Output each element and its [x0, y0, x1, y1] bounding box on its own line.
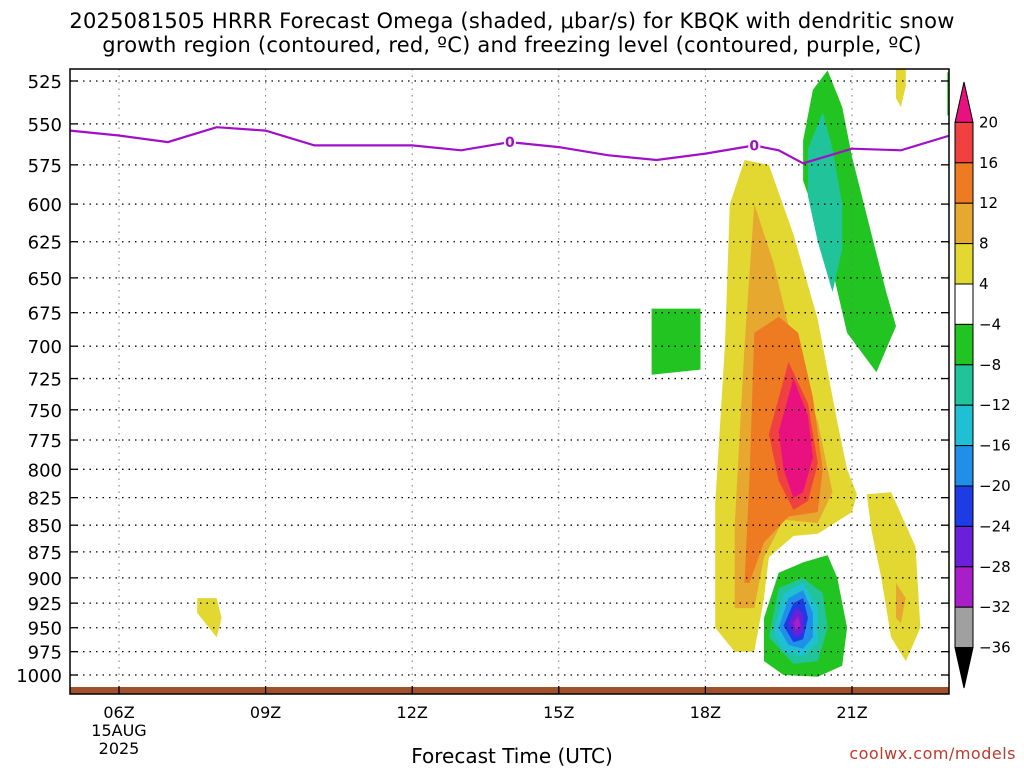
y-tick-label: 625	[28, 233, 62, 254]
colorbar-label: 16	[979, 154, 998, 172]
y-tick-label: 600	[28, 195, 62, 216]
colorbar-label: 8	[979, 235, 989, 253]
y-tick-label: 725	[28, 370, 62, 391]
y-tick-label: 550	[28, 115, 62, 136]
x-axis-label: Forecast Time (UTC)	[411, 744, 613, 768]
colorbar-label: 12	[979, 194, 998, 212]
site-watermark: coolwx.com/models	[849, 744, 1016, 763]
freezing-level-label: 0	[749, 138, 759, 154]
colorbar-swatch	[954, 404, 974, 447]
colorbar-label: 4	[979, 275, 989, 293]
colorbar-swatch	[954, 121, 974, 164]
omega-region-upward-8-east	[896, 583, 906, 623]
y-tick-label: 975	[28, 643, 62, 664]
colorbar-label: −8	[979, 356, 1001, 374]
colorbar-label: −20	[979, 477, 1011, 495]
colorbar-swatch	[954, 485, 974, 527]
x-tick-label: 12Z	[397, 703, 428, 722]
chart-title-line-1: 2025081505 HRRR Forecast Omega (shaded, …	[69, 9, 955, 33]
colorbar-label: −16	[979, 437, 1011, 455]
omega-region-downward-28-lower	[793, 616, 801, 631]
colorbar-top-triangle	[954, 81, 974, 123]
y-tick-label: 575	[28, 156, 62, 177]
y-tick-label: 750	[28, 401, 62, 422]
colorbar-swatch	[954, 525, 974, 568]
freezing-label-bg	[503, 134, 516, 151]
x-tick-label: 15Z	[543, 703, 574, 722]
y-tick-label: 950	[28, 619, 62, 640]
y-tick-label: 900	[28, 569, 62, 590]
colorbar-bottom-triangle	[954, 647, 974, 689]
colorbar-label: −12	[979, 396, 1011, 414]
x-tick-label: 18Z	[690, 703, 721, 722]
y-tick-label: 875	[28, 543, 62, 564]
chart-title-line-2: growth region (contoured, red, ºC) and f…	[102, 33, 922, 57]
y-tick-label: 775	[28, 431, 62, 452]
colorbar-swatch	[954, 566, 974, 608]
y-tick-label: 525	[28, 72, 62, 93]
x-tick-date: 15AUG	[91, 721, 146, 740]
omega-region-downward-8-upper	[808, 112, 843, 292]
colorbar-swatch	[954, 364, 974, 406]
y-tick-label: 800	[28, 460, 62, 481]
colorbar-swatch	[954, 606, 974, 649]
colorbar-swatch	[954, 202, 974, 245]
colorbar-label: −4	[979, 315, 1001, 333]
x-tick-label: 09Z	[250, 703, 281, 722]
omega-region-downward-4-box	[651, 308, 701, 375]
omega-region-upward-4-low	[197, 598, 222, 638]
y-tick-label: 850	[28, 516, 62, 537]
y-tick-label: 700	[28, 337, 62, 358]
colorbar-swatch	[954, 162, 974, 204]
colorbar-label: 20	[979, 113, 998, 131]
x-tick-year: 2025	[99, 739, 140, 758]
y-tick-label: 925	[28, 594, 62, 615]
colorbar-label: −24	[979, 517, 1011, 535]
colorbar-label: −28	[979, 558, 1011, 576]
y-tick-label: 825	[28, 489, 62, 510]
ground-strip	[70, 687, 949, 694]
colorbar-label: −36	[979, 639, 1011, 657]
colorbar-swatch	[954, 243, 974, 285]
plot-frame	[69, 68, 950, 695]
x-tick-label: 21Z	[836, 703, 867, 722]
x-tick-label: 06Z	[103, 703, 134, 722]
y-tick-label: 1000	[16, 666, 62, 687]
omega-region-upward-4-east	[866, 492, 921, 662]
omega-region-upward-20	[778, 378, 813, 498]
freezing-label-bg	[748, 137, 761, 154]
y-tick-label: 650	[28, 269, 62, 290]
y-tick-label: 675	[28, 304, 62, 325]
colorbar-label: −32	[979, 598, 1011, 616]
colorbar-swatch	[954, 445, 974, 487]
freezing-level-label: 0	[505, 135, 515, 151]
colorbar-swatch	[954, 323, 974, 366]
freezing-level-line	[70, 126, 949, 165]
colorbar-swatch	[954, 283, 974, 325]
omega-region-upward-4-tiny-top	[896, 69, 906, 107]
